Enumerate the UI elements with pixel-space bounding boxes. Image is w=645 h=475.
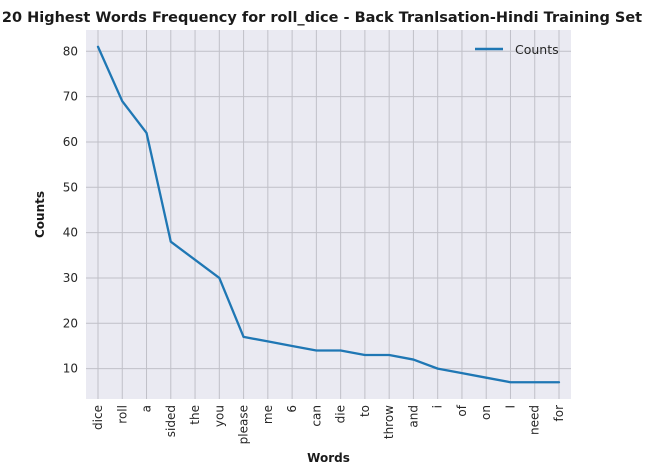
x-tick-label: a bbox=[140, 405, 154, 412]
series-lines bbox=[96, 45, 561, 384]
x-tick-label: roll bbox=[115, 405, 129, 424]
x-tick-label: you bbox=[212, 405, 226, 427]
x-tick-label: I bbox=[503, 405, 517, 409]
x-tick-label: i bbox=[431, 405, 445, 408]
y-axis-label: Counts bbox=[33, 191, 47, 238]
x-tick-label: sided bbox=[164, 405, 178, 437]
legend: Counts bbox=[475, 42, 559, 57]
series-line bbox=[96, 45, 561, 384]
grid-lines bbox=[86, 30, 571, 399]
y-tick-label: 50 bbox=[63, 180, 78, 194]
y-tick-label: 30 bbox=[63, 271, 78, 285]
x-tick-label: can bbox=[309, 405, 323, 427]
x-tick-label: throw bbox=[382, 405, 396, 439]
y-tick-label: 20 bbox=[63, 316, 78, 330]
plot-area bbox=[86, 30, 571, 399]
x-tick-label: to bbox=[358, 405, 372, 417]
x-tick-label: need bbox=[528, 405, 542, 435]
y-tick-label: 60 bbox=[63, 135, 78, 149]
x-tick-label: and bbox=[406, 405, 420, 428]
x-tick-labels: dice roll a sided the you please me 6 can die to thr… bbox=[91, 404, 566, 444]
x-tick-label: please bbox=[237, 405, 251, 444]
x-tick-label: on bbox=[479, 405, 493, 420]
y-tick-label: 80 bbox=[63, 44, 78, 58]
x-tick-label: me bbox=[261, 405, 275, 424]
legend-label: Counts bbox=[515, 42, 559, 57]
y-tick-label: 70 bbox=[63, 90, 78, 104]
x-tick-label: the bbox=[188, 405, 202, 425]
x-tick-label: dice bbox=[91, 405, 105, 430]
chart-title: 20 Highest Words Frequency for roll_dice… bbox=[2, 10, 642, 26]
x-tick-label: die bbox=[334, 405, 348, 423]
x-tick-label: of bbox=[455, 404, 469, 416]
y-tick-label: 10 bbox=[63, 362, 78, 376]
y-tick-labels: 10 20 30 40 50 60 70 80 bbox=[63, 44, 78, 375]
x-tick-label: 6 bbox=[285, 405, 299, 413]
x-axis-label: Words bbox=[307, 451, 350, 465]
x-tick-label: for bbox=[552, 405, 566, 422]
y-tick-label: 40 bbox=[63, 226, 78, 240]
